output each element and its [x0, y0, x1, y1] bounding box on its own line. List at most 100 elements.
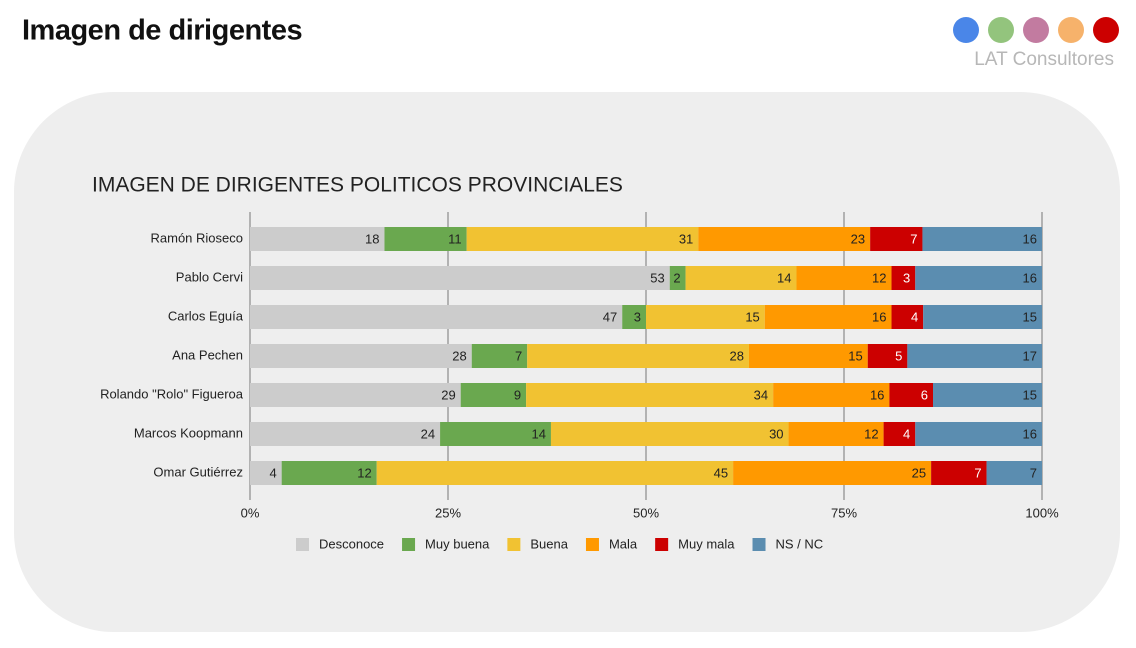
data-label: 25 [912, 465, 926, 480]
bar-segment [669, 266, 686, 290]
y-tick-label: Marcos Koopmann [134, 425, 243, 440]
data-label: 3 [903, 270, 910, 285]
bar-segment [907, 344, 1042, 368]
legend-swatch [296, 538, 309, 551]
bar-segment [466, 227, 699, 251]
y-tick-label: Pablo Cervi [176, 269, 243, 284]
logo-dot [1058, 17, 1084, 43]
x-tick-label: 0% [241, 505, 260, 520]
bar-segment [460, 383, 527, 407]
data-label: 7 [974, 465, 981, 480]
data-label: 53 [650, 270, 664, 285]
data-label: 29 [441, 387, 455, 402]
bar-segment [891, 305, 924, 329]
data-label: 16 [1023, 231, 1037, 246]
bar-segment [870, 227, 923, 251]
data-label: 9 [514, 387, 521, 402]
bar-segment [250, 461, 282, 485]
y-tick-label: Rolando "Rolo" Figueroa [100, 386, 244, 401]
legend-swatch [585, 538, 599, 551]
bar-segment [250, 383, 461, 407]
legend-label: Desconoce [319, 536, 384, 551]
legend-swatch [655, 538, 669, 551]
bar-segment [986, 461, 1042, 485]
bar-segment [764, 305, 892, 329]
x-tick-label: 75% [831, 505, 857, 520]
data-label: 24 [421, 426, 435, 441]
data-label: 15 [745, 309, 759, 324]
data-label: 14 [777, 270, 791, 285]
bar-segment [685, 266, 797, 290]
data-label: 16 [870, 387, 884, 402]
legend-swatch [507, 538, 521, 551]
x-tick-label: 25% [435, 505, 461, 520]
data-label: 31 [679, 231, 693, 246]
bar-segment [527, 344, 749, 368]
data-label: 7 [910, 231, 917, 246]
bar-segment [923, 305, 1042, 329]
bar-segment [796, 266, 892, 290]
data-label: 4 [911, 309, 918, 324]
bar-segment [471, 344, 528, 368]
legend-label: Muy buena [425, 536, 490, 551]
data-label: 2 [673, 270, 680, 285]
data-label: 17 [1023, 348, 1037, 363]
data-label: 16 [1023, 270, 1037, 285]
legend-label: Buena [530, 536, 568, 551]
bar-segment [622, 305, 646, 329]
data-label: 15 [1023, 387, 1037, 402]
bar-segment [384, 227, 467, 251]
bar-segment [915, 266, 1042, 290]
data-label: 12 [872, 270, 886, 285]
y-tick-label: Ramón Rioseco [151, 230, 244, 245]
legend-label: Mala [609, 536, 638, 551]
bar-segment [883, 422, 916, 446]
data-label: 11 [448, 231, 462, 246]
legend-label: NS / NC [776, 536, 824, 551]
data-label: 28 [729, 348, 743, 363]
data-label: 7 [515, 348, 522, 363]
data-label: 28 [452, 348, 466, 363]
brand: LAT Consultores [974, 49, 1114, 70]
page-title: Imagen de dirigentes [22, 15, 302, 47]
data-label: 34 [754, 387, 768, 402]
bar-segment [788, 422, 884, 446]
bar-segment [250, 344, 472, 368]
x-tick-label: 50% [633, 505, 659, 520]
bar-segment [773, 383, 890, 407]
y-tick-label: Omar Gutiérrez [153, 464, 243, 479]
bar-segment [931, 461, 987, 485]
bar-segment [889, 383, 934, 407]
logo-dot [988, 17, 1014, 43]
bar-segment [526, 383, 774, 407]
legend-swatch [402, 538, 416, 551]
data-label: 23 [851, 231, 865, 246]
plot: 0% 25% 50% 75% 100%Ramón Rioseco 18 11 31 23 7 16P… [100, 212, 1059, 551]
data-label: 4 [903, 426, 910, 441]
bar-segment [250, 422, 441, 446]
bar-segment [733, 461, 932, 485]
data-label: 6 [921, 387, 928, 402]
bar-segment [915, 422, 1042, 446]
bar-segment [376, 461, 734, 485]
data-label: 16 [1023, 426, 1037, 441]
data-label: 30 [769, 426, 783, 441]
bar-segment [933, 383, 1042, 407]
data-label: 45 [714, 465, 728, 480]
bar-segment [250, 227, 385, 251]
data-label: 4 [269, 465, 276, 480]
legend-swatch [752, 538, 766, 551]
data-label: 47 [603, 309, 617, 324]
data-label: 3 [634, 309, 641, 324]
data-label: 18 [365, 231, 379, 246]
logo-dot [953, 17, 979, 43]
logo-dot [1023, 17, 1049, 43]
data-label: 12 [864, 426, 878, 441]
bar-segment [748, 344, 868, 368]
bar-segment [250, 266, 670, 290]
data-label: 14 [531, 426, 545, 441]
bar-segment [922, 227, 1042, 251]
data-label: 5 [895, 348, 902, 363]
